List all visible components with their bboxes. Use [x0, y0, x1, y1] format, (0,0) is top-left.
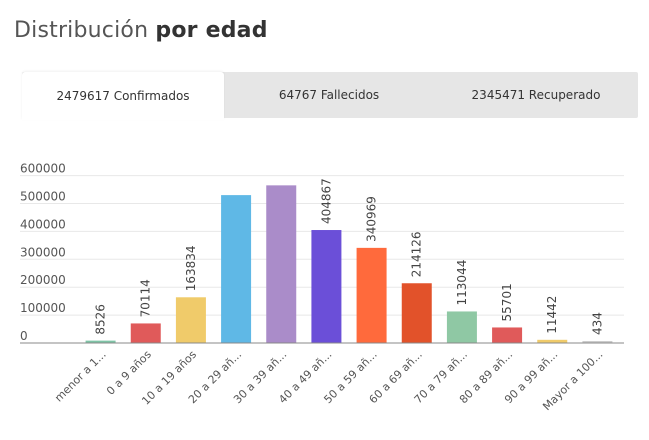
- page-title: Distribución por edad: [14, 18, 268, 43]
- bar: [85, 340, 116, 343]
- y-tick-label: 400000: [20, 217, 66, 231]
- chart-svg: 0 100000 200000 300000 400000 500000 600000 852…: [20, 162, 624, 413]
- age-distribution-chart: 0 100000 200000 300000 400000 500000 600000 852…: [0, 150, 649, 436]
- data-label: 113044: [455, 260, 469, 306]
- bar: [401, 283, 432, 343]
- data-label: 214126: [410, 231, 424, 277]
- bar: [446, 311, 477, 343]
- data-label: 163834: [184, 245, 198, 291]
- bar: [311, 230, 342, 343]
- tab-bar: 2479617 Confirmados 64767 Fallecidos 234…: [22, 72, 638, 120]
- data-label: 8526: [94, 304, 108, 335]
- tab-confirmados[interactable]: 2479617 Confirmados: [22, 72, 224, 120]
- y-tick-label: 0: [20, 329, 28, 343]
- bar: [537, 339, 568, 343]
- bar: [356, 247, 387, 343]
- tab-recuperado[interactable]: 2345471 Recuperado: [471, 88, 601, 102]
- y-tick-label: 300000: [20, 245, 66, 259]
- data-label: 70114: [139, 279, 153, 317]
- data-label: 55701: [500, 283, 514, 321]
- bar: [130, 323, 161, 343]
- bar: [492, 327, 523, 343]
- bar: [175, 297, 206, 343]
- y-tick-label: 500000: [20, 189, 66, 203]
- page-title-bold: por edad: [155, 18, 268, 43]
- bar: [221, 195, 252, 343]
- bar: [582, 341, 613, 343]
- x-tick-label: menor a 1...: [52, 348, 109, 405]
- y-tick-label: 600000: [20, 162, 66, 176]
- tab-fallecidos[interactable]: 64767 Fallecidos: [278, 88, 380, 102]
- data-label: 404867: [319, 178, 333, 224]
- data-label: 340969: [365, 196, 379, 242]
- y-tick-label: 100000: [20, 301, 66, 315]
- y-tick-label: 200000: [20, 273, 66, 287]
- data-label: 434: [590, 312, 604, 335]
- bar: [266, 185, 297, 343]
- page-title-regular: Distribución: [14, 18, 149, 43]
- data-label: 11442: [545, 296, 559, 334]
